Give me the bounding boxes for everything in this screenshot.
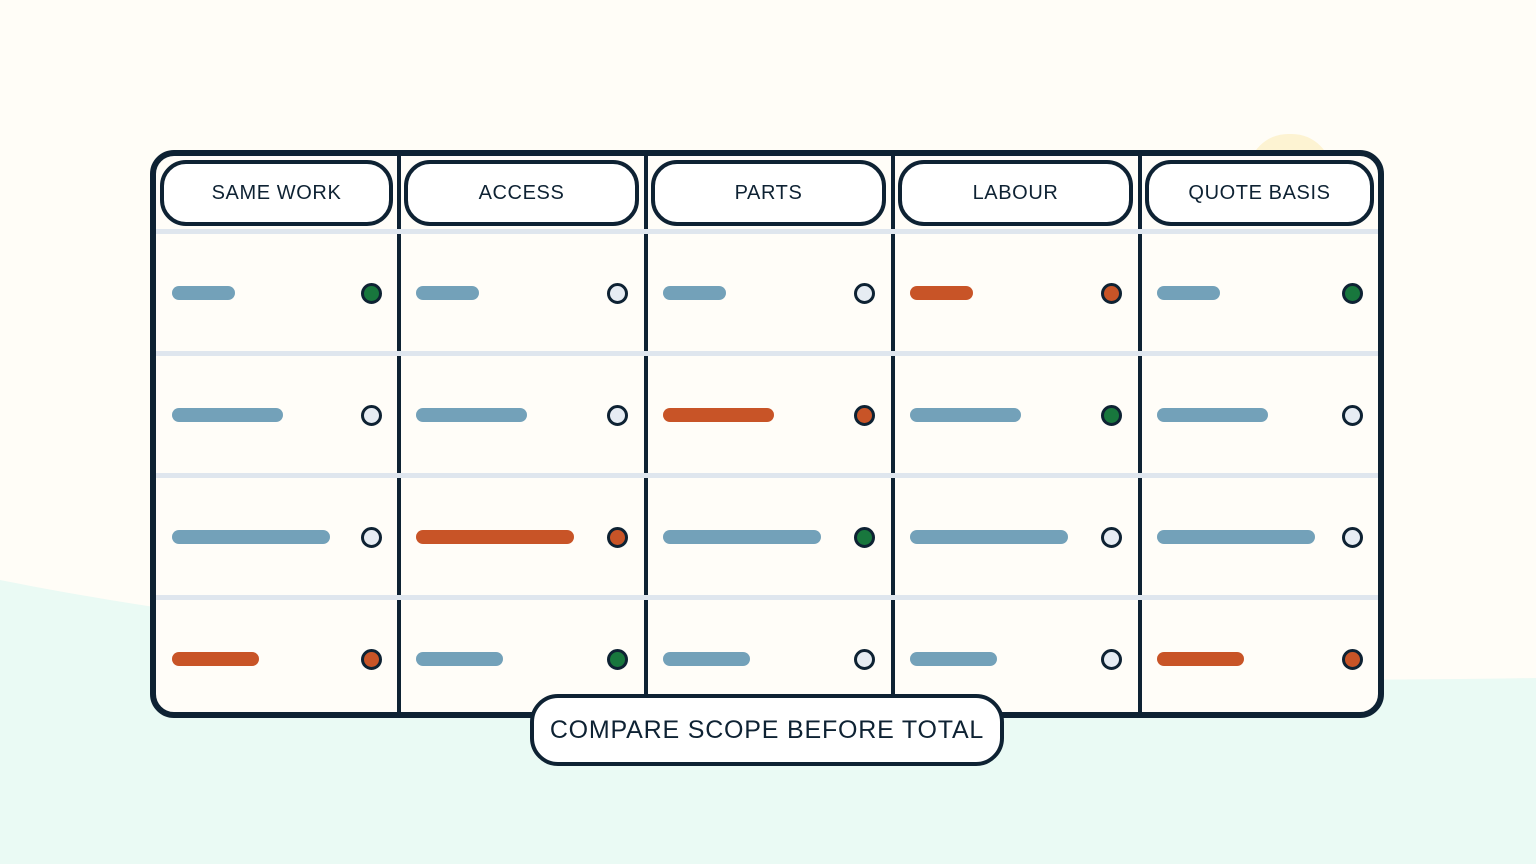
cell-bar [663,530,821,544]
row-divider [156,473,1378,478]
cell-bar [1157,408,1268,422]
status-dot [607,527,628,548]
status-dot [607,649,628,670]
column-header: SAME WORK [160,160,393,226]
status-dot [854,527,875,548]
cell-bar [910,652,997,666]
cell-bar [416,286,479,300]
caption-label: COMPARE SCOPE BEFORE TOTAL [530,694,1004,766]
status-dot [1101,527,1122,548]
cell-bar [663,286,726,300]
status-dot [1342,283,1363,304]
status-dot [854,649,875,670]
status-dot [1342,527,1363,548]
column-divider [891,156,895,712]
cell-bar [416,652,503,666]
column-header: PARTS [651,160,886,226]
status-dot [854,405,875,426]
status-dot [361,527,382,548]
comparison-grid: SAME WORK ACCESS PARTS LABOUR QUOTE BASIS [150,150,1384,718]
cell-bar [663,408,774,422]
column-divider [397,156,401,712]
cell-bar [172,408,283,422]
column-header: LABOUR [898,160,1133,226]
cell-bar [416,408,527,422]
column-divider [644,156,648,712]
status-dot [854,283,875,304]
column-header: ACCESS [404,160,639,226]
status-dot [361,283,382,304]
status-dot [1101,405,1122,426]
cell-bar [172,530,330,544]
status-dot [607,405,628,426]
status-dot [607,283,628,304]
status-dot [1101,649,1122,670]
status-dot [361,405,382,426]
cell-bar [910,286,973,300]
status-dot [361,649,382,670]
row-divider [156,229,1378,234]
cell-bar [172,652,259,666]
column-divider [1138,156,1142,712]
cell-bar [1157,286,1220,300]
cell-bar [1157,652,1244,666]
status-dot [1342,405,1363,426]
cell-bar [663,652,750,666]
row-divider [156,595,1378,600]
cell-bar [416,530,574,544]
cell-bar [1157,530,1315,544]
cell-bar [910,408,1021,422]
status-dot [1101,283,1122,304]
column-header: QUOTE BASIS [1145,160,1374,226]
cell-bar [910,530,1068,544]
cell-bar [172,286,235,300]
status-dot [1342,649,1363,670]
row-divider [156,351,1378,356]
